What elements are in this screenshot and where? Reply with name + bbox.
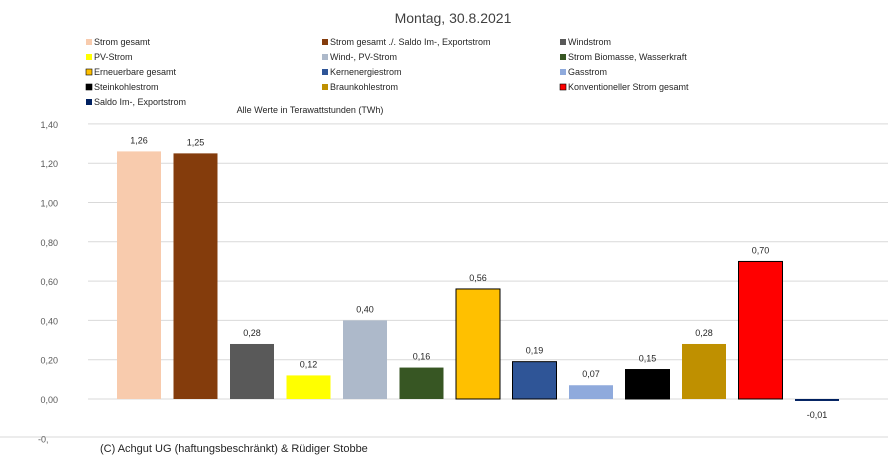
bars xyxy=(117,151,839,401)
data-label: 0,70 xyxy=(752,245,770,255)
y-tick-label: 0,20 xyxy=(40,356,58,366)
data-label: 0,40 xyxy=(356,304,374,314)
legend-swatch xyxy=(560,69,566,75)
y-tick-label: 1,00 xyxy=(40,199,58,209)
chart-title: Montag, 30.8.2021 xyxy=(395,10,512,26)
legend-swatch xyxy=(322,69,328,75)
legend-swatch xyxy=(85,83,93,91)
legend-swatch xyxy=(86,39,92,45)
bar xyxy=(682,343,726,399)
data-label: 0,16 xyxy=(413,352,431,362)
bar xyxy=(795,399,839,401)
legend-swatch xyxy=(560,54,566,60)
legend-swatch xyxy=(86,54,92,60)
chart-footer: (C) Achgut UG (haftungsbeschränkt) & Rüd… xyxy=(100,443,368,455)
legend-swatch xyxy=(86,99,92,105)
data-label: -0,01 xyxy=(807,410,828,420)
y-tick-label: 0,00 xyxy=(40,395,58,405)
data-label: 1,25 xyxy=(187,137,205,147)
legend-label: Konventioneller Strom gesamt xyxy=(568,82,689,92)
bar xyxy=(117,151,161,399)
data-labels: 1,26 1,25 0,28 0,12 0,40 0,16 0,56 0,19 0,07 0,15… xyxy=(130,135,827,420)
bar xyxy=(455,288,501,400)
chart-subtitle: Alle Werte in Terawattstunden (TWh) xyxy=(237,105,384,115)
legend-swatch xyxy=(322,84,328,90)
legend-swatch xyxy=(559,83,567,91)
data-label: 0,12 xyxy=(300,359,318,369)
y-axis: -0, 0,00 0,20 0,40 0,60 0,80 1,00 1,20 1,40 xyxy=(38,120,58,444)
legend-label: Erneuerbare gesamt xyxy=(94,67,177,77)
bar xyxy=(286,375,331,399)
data-label: 0,07 xyxy=(582,369,600,379)
legend-label: Kernenergiestrom xyxy=(330,67,402,77)
legend-swatch xyxy=(322,54,328,60)
bar xyxy=(512,361,557,400)
legend: Strom gesamt Strom gesamt ./. Saldo Im-, … xyxy=(85,37,689,107)
bar xyxy=(625,369,670,400)
data-label: 1,26 xyxy=(130,135,148,145)
bar xyxy=(230,343,274,399)
legend-label: Braunkohlestrom xyxy=(330,82,398,92)
bar xyxy=(399,367,444,399)
y-tick-label: 1,40 xyxy=(40,120,58,130)
legend-label: Wind-, PV-Strom xyxy=(330,52,397,62)
data-label: 0,28 xyxy=(243,328,261,338)
bar xyxy=(738,260,783,400)
bar xyxy=(569,385,613,399)
y-tick-label: -0, xyxy=(38,434,49,444)
legend-label: Gasstrom xyxy=(568,67,607,77)
y-tick-label: 0,60 xyxy=(40,277,58,287)
legend-label: Windstrom xyxy=(568,37,611,47)
data-label: 0,19 xyxy=(526,346,544,356)
data-label: 0,56 xyxy=(469,273,487,283)
bar xyxy=(173,153,218,399)
data-label: 0,15 xyxy=(639,354,657,364)
legend-label: Strom Biomasse, Wasserkraft xyxy=(568,52,687,62)
y-tick-label: 0,80 xyxy=(40,238,58,248)
bar xyxy=(343,320,387,399)
legend-swatch xyxy=(560,39,566,45)
y-tick-label: 0,40 xyxy=(40,316,58,326)
legend-label: Strom gesamt xyxy=(94,37,151,47)
legend-label: PV-Strom xyxy=(94,52,133,62)
legend-label: Strom gesamt ./. Saldo Im-, Exportstrom xyxy=(330,37,491,47)
legend-label: Saldo Im-, Exportstrom xyxy=(94,97,186,107)
y-tick-label: 1,20 xyxy=(40,159,58,169)
legend-label: Steinkohlestrom xyxy=(94,82,159,92)
data-label: 0,28 xyxy=(695,328,713,338)
legend-swatch xyxy=(85,68,93,76)
gridlines xyxy=(0,123,888,438)
legend-swatch xyxy=(322,39,328,45)
